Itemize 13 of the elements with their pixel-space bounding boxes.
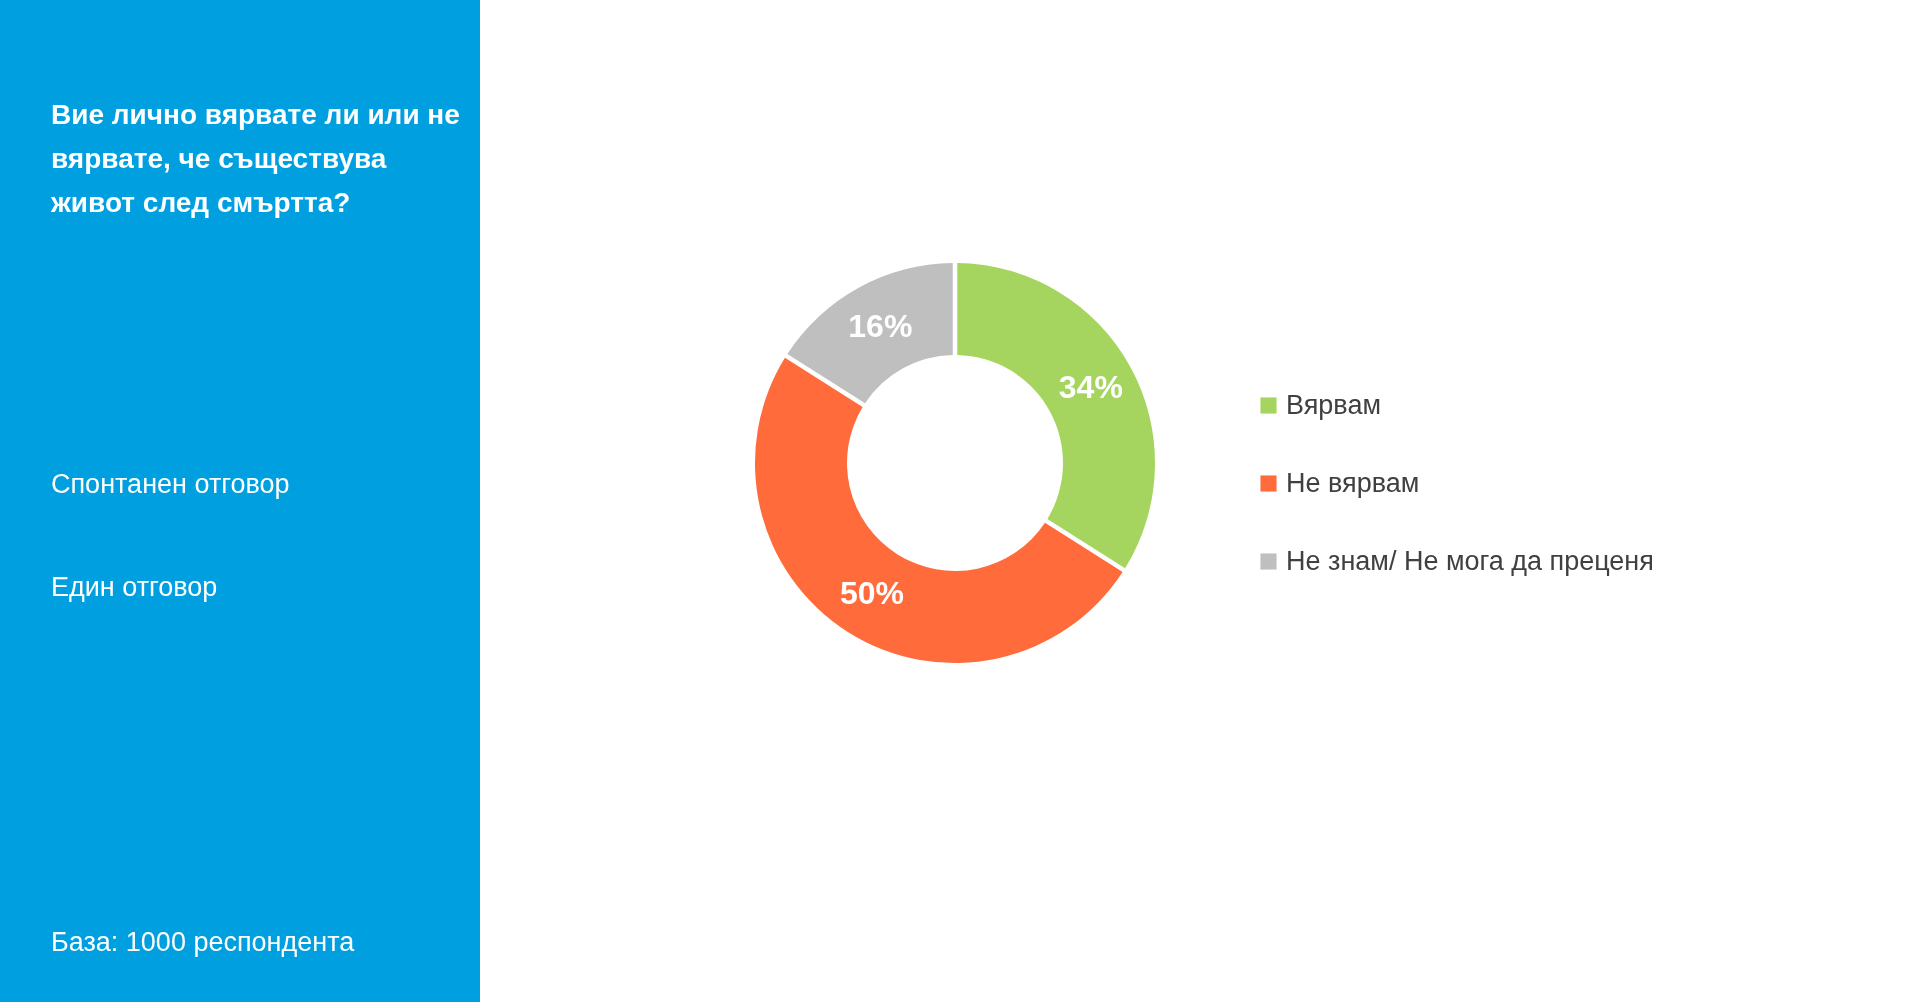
text: Един отговор xyxy=(51,572,218,602)
text: Вие лично вярвате ли или не вярвате, че съществува живот след смъртта? xyxy=(50,99,460,218)
text: База: 1000 респондента xyxy=(51,927,356,957)
donut-slice xyxy=(755,357,1123,663)
legend-label: Не знам/ Не мога да преценя xyxy=(1286,545,1654,576)
data-label: 34% xyxy=(1058,369,1123,406)
donut-slice xyxy=(787,263,953,404)
data-label: 16% xyxy=(848,308,913,345)
legend-label: Вярвам xyxy=(1286,389,1381,420)
text: Спонтанен отговор xyxy=(51,469,290,499)
donut-slice xyxy=(957,263,1155,569)
data-label: 50% xyxy=(839,574,904,611)
legend-label: Не вярвам xyxy=(1286,467,1420,498)
